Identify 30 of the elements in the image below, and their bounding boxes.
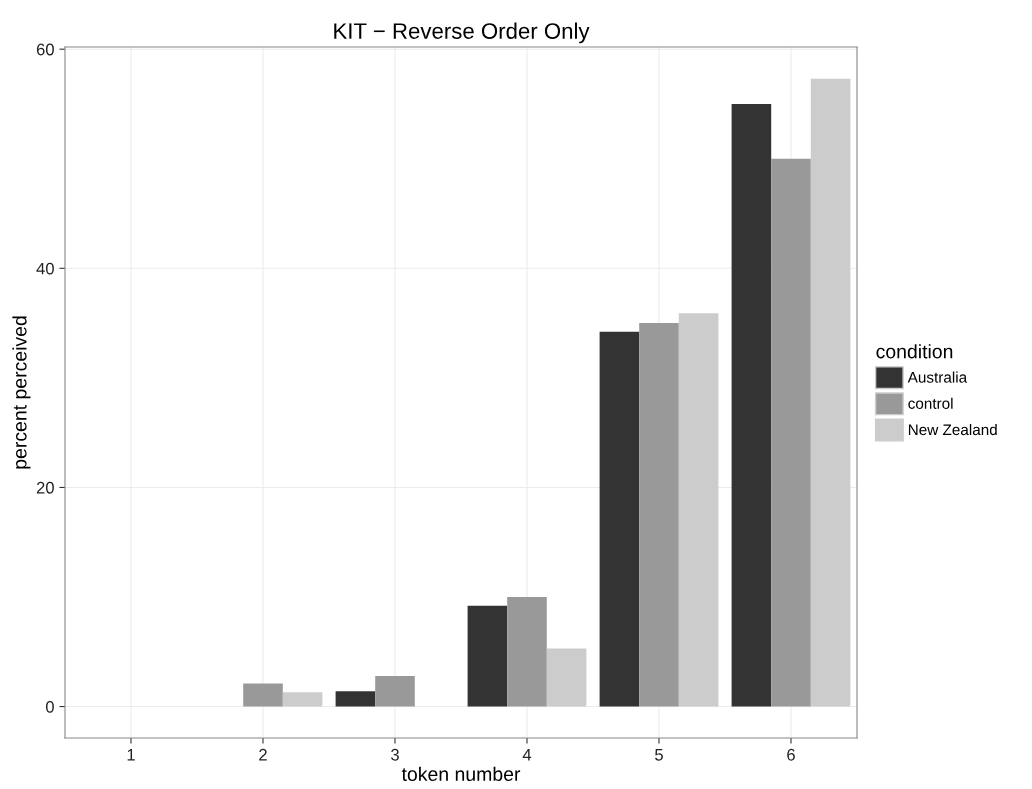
legend-title: condition: [876, 344, 953, 359]
bar: [599, 331, 640, 707]
y-tick-label: 60: [36, 43, 54, 56]
bar: [678, 313, 719, 707]
x-axis-title: token number: [401, 766, 521, 782]
bar: [810, 78, 851, 707]
y-axis-title: percent perceived: [12, 316, 31, 469]
bar: [639, 323, 679, 707]
x-tick-label: 5: [655, 749, 663, 761]
bar: [507, 597, 547, 707]
x-tick-label: 2: [259, 748, 267, 761]
bar: [771, 158, 811, 707]
legend-label: New Zealand: [908, 423, 997, 436]
bar: [375, 675, 415, 707]
x-tick-label: 4: [522, 749, 532, 761]
bar: [546, 648, 587, 707]
x-tick-label: 3: [391, 748, 399, 761]
bar: [731, 103, 772, 707]
y-tick-label: 0: [45, 700, 54, 713]
chart-title: KIT − Reverse Order Only: [334, 22, 590, 44]
legend-label: Australia: [907, 371, 968, 383]
bar: [335, 691, 376, 707]
y-tick-label: 20: [36, 481, 54, 494]
legend-label: control: [908, 397, 953, 409]
x-tick-label: 6: [787, 748, 795, 761]
x-tick-label: 1: [127, 749, 135, 761]
bar: [467, 605, 508, 707]
y-tick-label: 40: [36, 262, 54, 275]
bar: [282, 692, 323, 707]
bar: [243, 683, 283, 707]
